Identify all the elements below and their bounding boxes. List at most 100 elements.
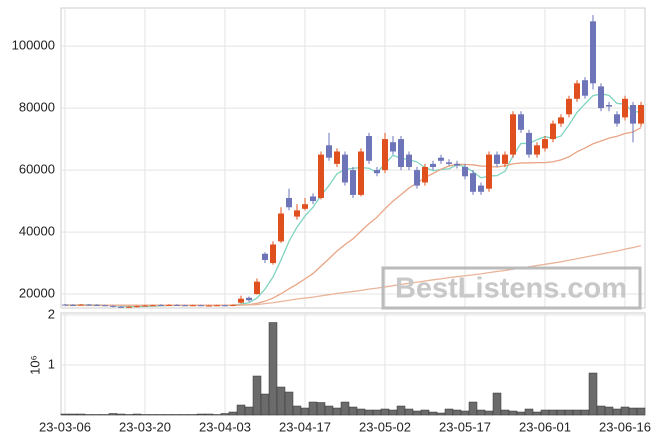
volume-bar	[108, 413, 118, 416]
candle-body	[382, 139, 388, 171]
candle-body	[254, 281, 260, 295]
candle-body	[62, 304, 68, 306]
candle-body	[398, 139, 404, 167]
y-tick-label: 20000	[19, 285, 55, 300]
volume-bar	[500, 409, 510, 416]
candle-body	[558, 117, 564, 124]
volume-bar	[60, 413, 70, 416]
candle-body	[390, 142, 396, 152]
plot-frame	[60, 7, 646, 309]
candle-body	[94, 304, 100, 306]
volume-bar	[372, 409, 382, 416]
candle-body	[198, 305, 204, 307]
watermark: BestListens.com	[395, 273, 627, 305]
candle-body	[582, 80, 588, 96]
candle-body	[590, 21, 596, 84]
volume-bar	[420, 409, 430, 416]
volume-bar	[84, 414, 94, 416]
volume-bar	[268, 322, 278, 416]
x-tick-label: 23-03-20	[119, 419, 171, 434]
candle-body	[110, 305, 116, 307]
x-tick-label: 23-04-17	[279, 419, 331, 434]
candle-body	[454, 163, 460, 166]
candle-body	[430, 163, 436, 167]
candle-body	[406, 154, 412, 167]
volume-bar	[580, 409, 590, 416]
candle-body	[174, 304, 180, 306]
candle-body	[518, 114, 524, 130]
candle-body	[542, 139, 548, 149]
volume-bar	[76, 413, 86, 416]
candle-body	[206, 305, 212, 307]
volume-bar	[316, 402, 326, 416]
x-tick-label: 23-05-17	[439, 419, 491, 434]
candle-body	[550, 123, 556, 140]
volume-bar	[620, 406, 630, 416]
volume-bar	[196, 413, 206, 416]
volume-bar	[140, 414, 150, 416]
candle-body	[278, 213, 284, 242]
volume-bar	[404, 408, 414, 416]
candle-body	[366, 135, 372, 161]
volume-bar	[484, 410, 494, 416]
candle-body	[182, 305, 188, 307]
volume-bar	[588, 372, 598, 416]
x-tick-label: 23-06-01	[519, 419, 571, 434]
candle-body	[166, 304, 172, 306]
volume-bar	[452, 409, 462, 416]
volume-bar	[436, 412, 446, 416]
y-tick-label: 60000	[19, 162, 55, 177]
volume-bar	[524, 408, 534, 416]
candle-body	[134, 306, 140, 308]
volume-bar	[540, 409, 550, 416]
volume-bar	[156, 414, 166, 416]
volume-bar	[596, 405, 606, 416]
y-tick-label: 80000	[19, 100, 55, 115]
volume-bar	[532, 411, 542, 416]
volume-bar	[228, 411, 238, 416]
volume-bar	[116, 413, 126, 416]
candle-body	[526, 132, 532, 155]
volume-bar	[388, 409, 398, 416]
volume-bar	[212, 414, 222, 416]
volume-bar	[516, 411, 526, 416]
candle-body	[566, 98, 572, 115]
volume-bar	[444, 408, 454, 416]
volume-bar	[412, 410, 422, 416]
candle-body	[494, 154, 500, 164]
volume-bar	[564, 409, 574, 416]
volume-bar	[428, 411, 438, 416]
volume-bar	[220, 413, 230, 416]
volume-bar	[612, 408, 622, 416]
volume-bar	[204, 413, 214, 416]
candle-body	[126, 306, 132, 308]
candle-body	[214, 305, 220, 307]
candle-body	[374, 170, 380, 174]
candle-body	[142, 305, 148, 307]
candle-body	[510, 114, 516, 155]
volume-bar	[172, 414, 182, 416]
volume-bar	[260, 393, 270, 416]
volume-bar	[92, 414, 102, 416]
candle-body	[414, 170, 420, 186]
x-tick-label: 23-03-06	[39, 419, 91, 434]
candle-body	[318, 154, 324, 198]
volume-bar	[356, 408, 366, 416]
volume-bar	[548, 409, 558, 416]
candle-body	[222, 305, 228, 307]
candle-body	[118, 306, 124, 308]
y-axis-label: 10⁶	[27, 355, 42, 375]
volume-bar	[244, 406, 254, 416]
volume-bar	[124, 414, 134, 416]
volume-bar	[148, 414, 158, 416]
y-tick-label: 2	[48, 306, 55, 321]
candle-body	[630, 105, 636, 124]
candle-body	[534, 145, 540, 155]
volume-bar	[636, 407, 646, 416]
candle-body	[614, 114, 620, 124]
candle-body	[190, 305, 196, 307]
volume-bar	[252, 375, 262, 416]
volume-bar	[236, 404, 246, 416]
volume-bar	[508, 410, 518, 416]
